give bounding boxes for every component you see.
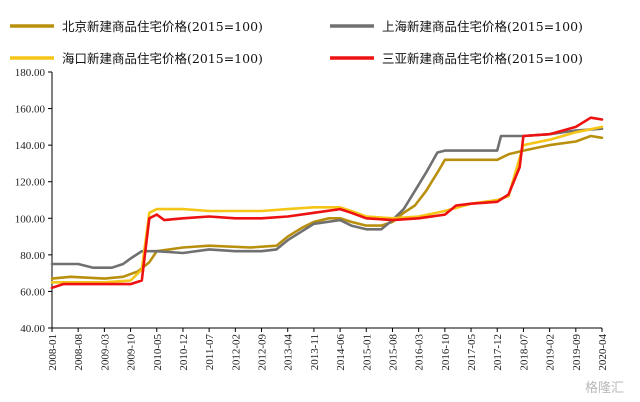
x-tick-label: 2010-05 bbox=[152, 334, 164, 371]
x-tick-label: 2013-04 bbox=[283, 334, 295, 371]
x-tick-label: 2008-01 bbox=[47, 334, 59, 371]
series-line-0 bbox=[50, 134, 604, 280]
x-tick-label: 2018-07 bbox=[518, 334, 530, 371]
plot-area: 40.00 60.00 80.00 100.00 120.00 140.00 160.00 1… bbox=[15, 67, 609, 371]
legend-entry: 三亚新建商品住宅价格(2015=100) bbox=[382, 51, 583, 66]
x-tick-label: 2012-02 bbox=[230, 334, 242, 371]
y-tick-label: 100.00 bbox=[15, 213, 46, 225]
x-tick-label: 2019-02 bbox=[545, 334, 557, 371]
x-tick-label: 2009-03 bbox=[99, 334, 111, 371]
y-tick-label: 80.00 bbox=[20, 250, 45, 262]
x-tick-label: 2009-10 bbox=[126, 334, 138, 371]
series-line-3 bbox=[50, 116, 604, 290]
x-tick-label: 2010-12 bbox=[178, 334, 190, 371]
watermark-text: 格隆汇 bbox=[585, 380, 624, 396]
series-lines bbox=[50, 116, 604, 290]
y-tick-label: 180.00 bbox=[15, 67, 46, 79]
x-tick-label: 2020-04 bbox=[597, 334, 609, 371]
x-tick-label: 2015-08 bbox=[387, 334, 399, 371]
x-tick-label: 2016-10 bbox=[440, 334, 452, 371]
series-line-2 bbox=[50, 125, 604, 284]
x-tick-label: 2008-08 bbox=[73, 334, 85, 371]
y-tick-label: 140.00 bbox=[15, 140, 46, 152]
x-tick-label: 2017-05 bbox=[466, 334, 478, 371]
x-tick-label: 2019-09 bbox=[571, 334, 583, 371]
y-tick-label: 120.00 bbox=[15, 177, 46, 189]
legend-entry: 海口新建商品住宅价格(2015=100) bbox=[62, 51, 263, 66]
x-tick-label: 2016-03 bbox=[414, 334, 426, 371]
legend: 北京新建商品住宅价格(2015=100) 上海新建商品住宅价格(2015=100)… bbox=[10, 19, 583, 66]
legend-entry: 上海新建商品住宅价格(2015=100) bbox=[382, 19, 583, 34]
x-axis-ticks: 2008-01 2008-08 2009-03 2009-10 2010-05 2010-… bbox=[47, 328, 609, 371]
x-tick-label: 2012-09 bbox=[257, 334, 269, 371]
y-tick-label: 60.00 bbox=[20, 286, 45, 298]
y-tick-label: 40.00 bbox=[20, 323, 45, 335]
series-line-1 bbox=[50, 127, 604, 270]
legend-entry: 北京新建商品住宅价格(2015=100) bbox=[62, 19, 263, 34]
x-tick-label: 2011-07 bbox=[204, 334, 216, 371]
x-tick-label: 2017-12 bbox=[492, 334, 504, 371]
x-tick-label: 2014-06 bbox=[335, 334, 347, 371]
x-tick-label: 2013-11 bbox=[309, 334, 321, 370]
y-axis-ticks: 40.00 60.00 80.00 100.00 120.00 140.00 160.00 1… bbox=[15, 67, 52, 335]
x-tick-label: 2015-01 bbox=[361, 334, 373, 371]
y-tick-label: 160.00 bbox=[15, 104, 46, 116]
